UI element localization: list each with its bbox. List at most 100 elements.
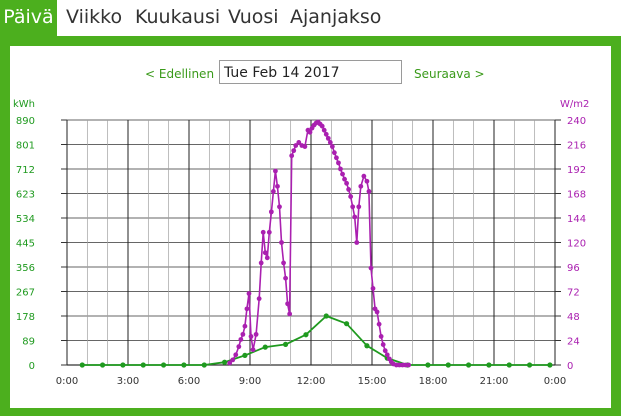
irradiance-point	[325, 135, 331, 141]
y-right-tick-label: 216	[567, 141, 586, 152]
irradiance-point	[266, 229, 272, 235]
chart-axes: 0 89 178 267 356 445 534 623 712 801 890 0 24 48 72 96 1…	[13, 99, 589, 387]
previous-day-link[interactable]: < Edellinen	[145, 67, 215, 81]
irradiance-point	[319, 123, 325, 129]
tab-week[interactable]: Viikko	[66, 6, 123, 28]
irradiance-point	[246, 291, 252, 296]
energy-point	[526, 362, 533, 368]
energy-point	[201, 362, 207, 368]
irradiance-point	[285, 301, 291, 307]
irradiance-point	[352, 214, 358, 220]
irradiance-point	[244, 306, 250, 312]
x-tick-label: 21:00	[480, 376, 509, 387]
x-tick-label: 0:00	[56, 376, 78, 387]
energy-point	[262, 344, 268, 350]
next-day-link[interactable]: Seuraava >	[414, 67, 485, 81]
y-left-tick-label: 890	[16, 116, 35, 127]
energy-point	[160, 362, 167, 368]
irradiance-point	[364, 178, 370, 184]
irradiance-point	[238, 337, 244, 342]
y-right-tick-label: 96	[567, 263, 580, 274]
irradiance-point	[250, 347, 256, 353]
energy-point	[99, 362, 106, 368]
y-right-tick-label: 192	[567, 165, 586, 176]
y-left-tick-label: 178	[16, 312, 35, 323]
y-left-tick-label: 0	[29, 361, 35, 372]
energy-point	[221, 359, 228, 365]
irradiance-point	[384, 352, 390, 358]
irradiance-point	[376, 321, 382, 327]
x-tick-label: 12:00	[297, 376, 326, 387]
irradiance-point	[348, 194, 354, 199]
energy-point	[465, 362, 472, 368]
y-left-tick-label: 801	[16, 141, 35, 152]
irradiance-point	[262, 250, 268, 256]
x-tick-label: 18:00	[419, 376, 448, 387]
irradiance-point	[242, 323, 248, 329]
tab-month[interactable]: Kuukausi	[135, 6, 221, 28]
irradiance-point	[380, 342, 386, 347]
irradiance-point	[336, 160, 341, 166]
chart-container: < Edellinen Tue Feb 14 2017 Seuraava > 0…	[10, 46, 611, 408]
energy-point	[181, 362, 187, 368]
irradiance-point	[227, 360, 233, 366]
energy-point	[120, 362, 126, 368]
tab-period[interactable]: Ajanjakso	[290, 6, 382, 28]
irradiance-point	[356, 204, 362, 210]
y-right-tick-label: 144	[567, 214, 586, 225]
y-right-tick-label: 168	[567, 190, 586, 201]
energy-point	[425, 362, 431, 368]
y-left-tick-label: 712	[16, 165, 35, 176]
energy-point	[79, 362, 85, 368]
y-right-tick-label: 240	[567, 116, 586, 127]
chart-marks	[79, 119, 553, 368]
irradiance-point	[260, 229, 266, 235]
irradiance-point	[382, 348, 388, 354]
irradiance-point	[342, 176, 347, 182]
irradiance-point	[361, 173, 367, 179]
irradiance-point	[283, 275, 288, 281]
irradiance-point	[240, 331, 246, 337]
irradiance-point	[358, 183, 364, 189]
irradiance-point	[293, 143, 299, 148]
irradiance-point	[366, 189, 372, 194]
irradiance-point	[296, 140, 302, 145]
x-tick-label: 6:00	[178, 376, 200, 387]
chart-grid	[66, 119, 556, 366]
y-left-axis-label: kWh	[13, 99, 35, 110]
x-tick-label: 15:00	[358, 376, 387, 387]
irradiance-point	[346, 187, 352, 192]
date-input[interactable]: Tue Feb 14 2017	[219, 60, 402, 84]
energy-point	[547, 362, 553, 368]
y-left-tick-label: 623	[16, 190, 35, 201]
tab-day[interactable]: Päivä	[0, 0, 57, 36]
irradiance-point	[289, 153, 295, 159]
y-right-tick-label: 120	[567, 239, 586, 250]
irradiance-point	[268, 209, 274, 215]
irradiance-point	[323, 131, 329, 137]
irradiance-point	[378, 334, 384, 339]
irradiance-point	[270, 189, 276, 194]
energy-point	[486, 362, 492, 368]
energy-point	[303, 332, 309, 338]
y-right-axis-label: W/m2	[560, 99, 589, 110]
y-right-tick-label: 72	[567, 288, 580, 299]
y-right-tick-label: 0	[567, 361, 573, 372]
x-tick-label: 3:00	[117, 376, 139, 387]
y-left-tick-label: 534	[16, 214, 35, 225]
y-left-tick-label: 356	[16, 263, 35, 274]
irradiance-point	[277, 204, 282, 210]
period-tabs: Päivä Viikko Kuukausi Vuosi Ajanjakso	[0, 0, 621, 36]
tab-year[interactable]: Vuosi	[228, 6, 279, 28]
irradiance-point	[236, 344, 242, 350]
irradiance-point	[374, 309, 380, 315]
irradiance-point	[281, 260, 286, 266]
chart-panel: < Edellinen Tue Feb 14 2017 Seuraava > 0…	[0, 36, 621, 416]
irradiance-point	[253, 331, 259, 337]
irradiance-point	[264, 255, 270, 261]
irradiance-point	[287, 311, 293, 317]
energy-point	[364, 343, 370, 349]
irradiance-point	[230, 357, 236, 363]
y-right-tick-label: 24	[567, 337, 580, 348]
irradiance-point	[406, 362, 411, 368]
